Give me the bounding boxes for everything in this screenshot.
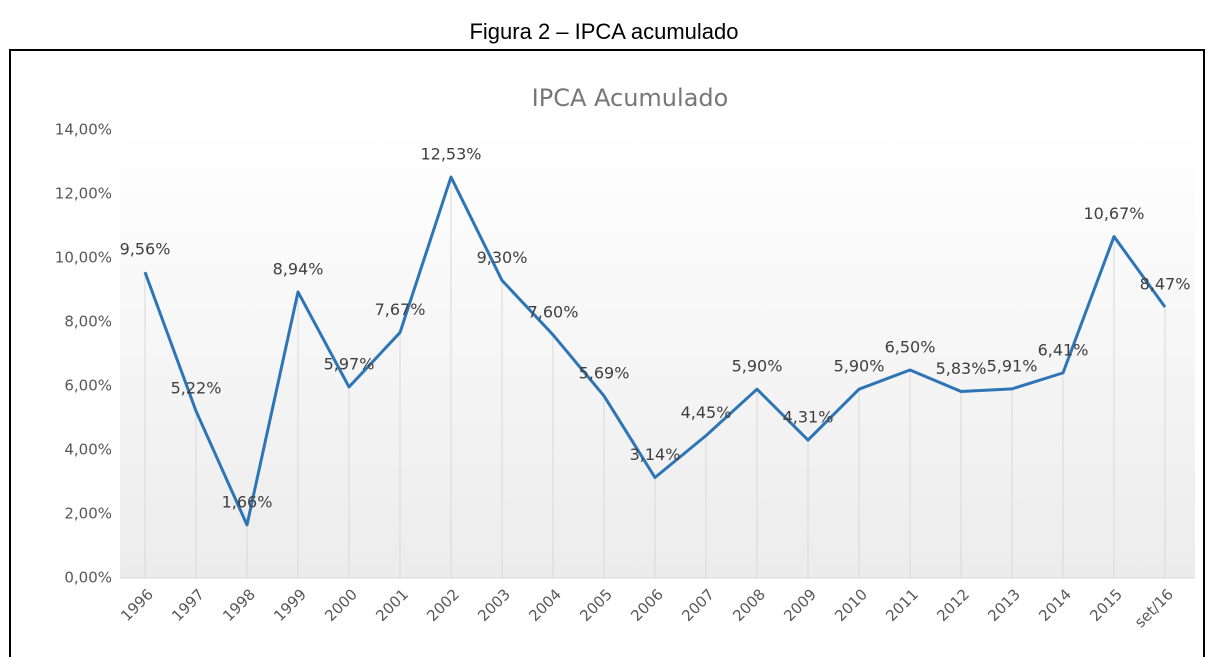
y-tick-label: 6,00% (64, 377, 112, 395)
y-tick-label: 2,00% (64, 505, 112, 523)
data-label: 8,47% (1140, 274, 1191, 293)
data-label: 10,67% (1083, 204, 1144, 223)
y-tick-label: 12,00% (55, 185, 112, 203)
data-label: 5,90% (732, 357, 783, 376)
y-tick-label: 10,00% (55, 249, 112, 267)
data-label: 5,69% (579, 363, 630, 382)
data-label: 5,83% (936, 359, 987, 378)
data-label: 6,50% (885, 338, 936, 357)
data-label: 8,94% (273, 259, 324, 278)
data-label: 9,30% (477, 248, 528, 267)
y-tick-label: 0,00% (64, 569, 112, 587)
data-label: 5,90% (834, 357, 885, 376)
data-label: 5,97% (324, 354, 375, 373)
plot-area (120, 130, 1195, 578)
y-tick-label: 8,00% (64, 313, 112, 331)
data-label: 1,66% (222, 492, 273, 511)
y-tick-label: 14,00% (55, 121, 112, 139)
data-label: 4,45% (681, 403, 732, 422)
figure-caption: Figura 2 – IPCA acumulado (469, 19, 738, 44)
data-label: 6,41% (1038, 340, 1089, 359)
data-label: 5,91% (987, 356, 1038, 375)
chart-title: IPCA Acumulado (532, 84, 729, 112)
data-label: 3,14% (630, 445, 681, 464)
data-label: 12,53% (420, 145, 481, 164)
data-label: 7,67% (375, 300, 426, 319)
data-label: 4,31% (783, 408, 834, 427)
data-label: 5,22% (171, 378, 222, 397)
y-tick-label: 4,00% (64, 441, 112, 459)
data-label: 7,60% (528, 302, 579, 321)
line-series (143, 175, 1167, 527)
data-label: 9,56% (120, 240, 171, 259)
